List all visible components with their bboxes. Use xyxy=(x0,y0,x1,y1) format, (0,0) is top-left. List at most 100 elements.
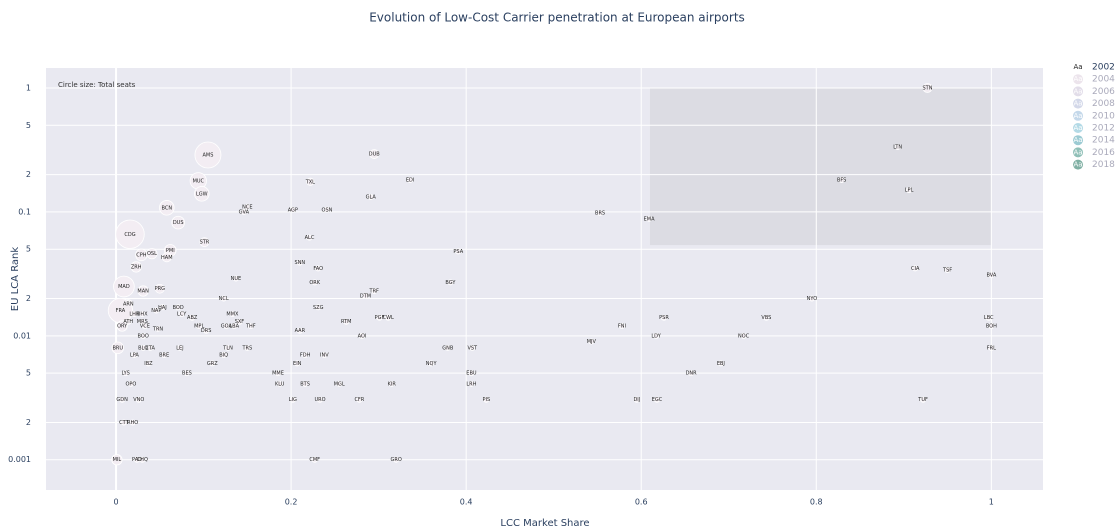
bubble xyxy=(336,380,343,387)
point-label: NAP xyxy=(151,308,161,314)
bubble xyxy=(906,187,913,194)
point-label: OSN xyxy=(322,207,333,213)
bubble xyxy=(220,352,227,359)
bubble xyxy=(296,327,303,334)
point-label: FRL xyxy=(987,345,996,351)
highlight-region xyxy=(649,87,992,246)
legend-marker-text: Aa xyxy=(1073,161,1082,169)
point-label: BOO xyxy=(138,333,149,339)
bubble xyxy=(113,275,135,298)
y-tick-label: 0.01 xyxy=(13,331,31,340)
bubble xyxy=(306,234,313,241)
legend-label: 2006 xyxy=(1092,87,1115,97)
bubble xyxy=(660,314,667,321)
bubble xyxy=(646,215,653,222)
point-label: ABZ xyxy=(187,315,198,321)
point-label: BTS xyxy=(300,381,310,387)
legend-label: 2002 xyxy=(1092,63,1115,73)
point-label: LPA xyxy=(130,353,139,359)
point-label: OSL xyxy=(147,251,157,257)
point-label: GRZ xyxy=(207,361,218,367)
point-label: VST xyxy=(467,345,478,351)
legend-marker-text: Aa xyxy=(1073,148,1082,156)
bubble xyxy=(385,314,392,321)
legend-label: 2016 xyxy=(1092,148,1115,158)
bubble xyxy=(276,380,283,387)
point-label: DTM xyxy=(360,293,371,299)
bubble xyxy=(289,396,296,403)
point-label: LTN xyxy=(893,145,902,151)
bubble xyxy=(597,210,604,217)
point-label: FDH xyxy=(300,353,311,359)
bubble xyxy=(171,215,185,230)
point-label: NCE xyxy=(242,204,252,210)
bubble xyxy=(139,456,146,463)
bubble xyxy=(231,323,238,330)
point-label: MIL xyxy=(113,457,122,463)
point-label: GNB xyxy=(442,345,454,351)
point-label: GRO xyxy=(390,457,401,463)
point-label: NOC xyxy=(738,333,750,339)
point-label: AMS xyxy=(202,152,213,158)
point-label: IBZ xyxy=(144,361,153,367)
point-label: EMA xyxy=(644,216,655,222)
bubble xyxy=(323,206,330,213)
bubble xyxy=(469,344,476,351)
bubble xyxy=(588,338,595,345)
y-tick-label: 2 xyxy=(26,418,31,427)
point-label: TXL xyxy=(305,179,315,185)
bubble xyxy=(468,370,475,377)
point-label: RTM xyxy=(341,319,351,325)
bubble xyxy=(944,266,951,273)
bubble xyxy=(315,304,322,311)
legend-label: 2010 xyxy=(1092,111,1115,121)
point-label: EBU xyxy=(466,371,477,377)
x-tick-label: 0.6 xyxy=(635,498,648,507)
point-label: ORY xyxy=(117,324,128,330)
point-label: LIG xyxy=(289,397,297,403)
bubble xyxy=(688,370,695,377)
point-label: TSF xyxy=(942,267,952,273)
point-label: BCN xyxy=(162,205,173,211)
bubble xyxy=(176,344,183,351)
point-label: EBJ xyxy=(717,361,725,367)
bubble xyxy=(376,314,383,321)
point-label: SZG xyxy=(313,305,324,311)
bubble xyxy=(306,177,315,186)
bubble xyxy=(388,380,395,387)
point-label: LDY xyxy=(651,333,661,339)
bubble xyxy=(653,332,660,339)
point-label: SXF xyxy=(235,319,245,325)
bubble xyxy=(236,318,243,325)
legend-marker xyxy=(1073,123,1083,133)
point-label: KIR xyxy=(388,381,397,387)
bubble xyxy=(229,311,236,318)
point-label: PIS xyxy=(482,397,490,403)
bubble xyxy=(274,370,281,377)
point-label: HAM xyxy=(161,255,173,261)
point-label: INV xyxy=(320,353,329,359)
point-label: MUC xyxy=(193,178,205,184)
point-label: FAO xyxy=(313,266,323,272)
point-label: ATH xyxy=(123,319,133,325)
bubble xyxy=(922,83,933,93)
y-tick-label: 5 xyxy=(26,121,31,130)
bubble xyxy=(358,332,365,339)
point-label: MPL xyxy=(194,324,204,330)
bubble xyxy=(139,318,146,325)
bubble xyxy=(139,311,146,318)
point-label: STR xyxy=(200,240,210,246)
point-label: MME xyxy=(272,371,284,377)
y-tick-label: 0.1 xyxy=(18,207,31,216)
legend-marker xyxy=(1073,86,1083,97)
bubble xyxy=(147,344,154,351)
annotation: Circle size: Total seats xyxy=(58,81,136,89)
point-label: EGC xyxy=(652,397,663,403)
point-label: VNO xyxy=(133,397,144,403)
bubble xyxy=(988,271,995,278)
point-label: BRU xyxy=(112,345,123,351)
bubble xyxy=(131,352,138,359)
bubble xyxy=(894,144,901,151)
point-label: PSR xyxy=(659,315,669,321)
bubble xyxy=(129,419,136,426)
